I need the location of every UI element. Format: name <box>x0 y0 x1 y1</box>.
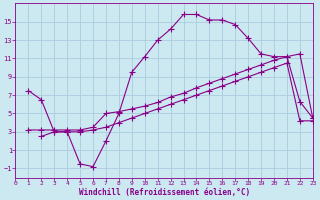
X-axis label: Windchill (Refroidissement éolien,°C): Windchill (Refroidissement éolien,°C) <box>78 188 250 197</box>
